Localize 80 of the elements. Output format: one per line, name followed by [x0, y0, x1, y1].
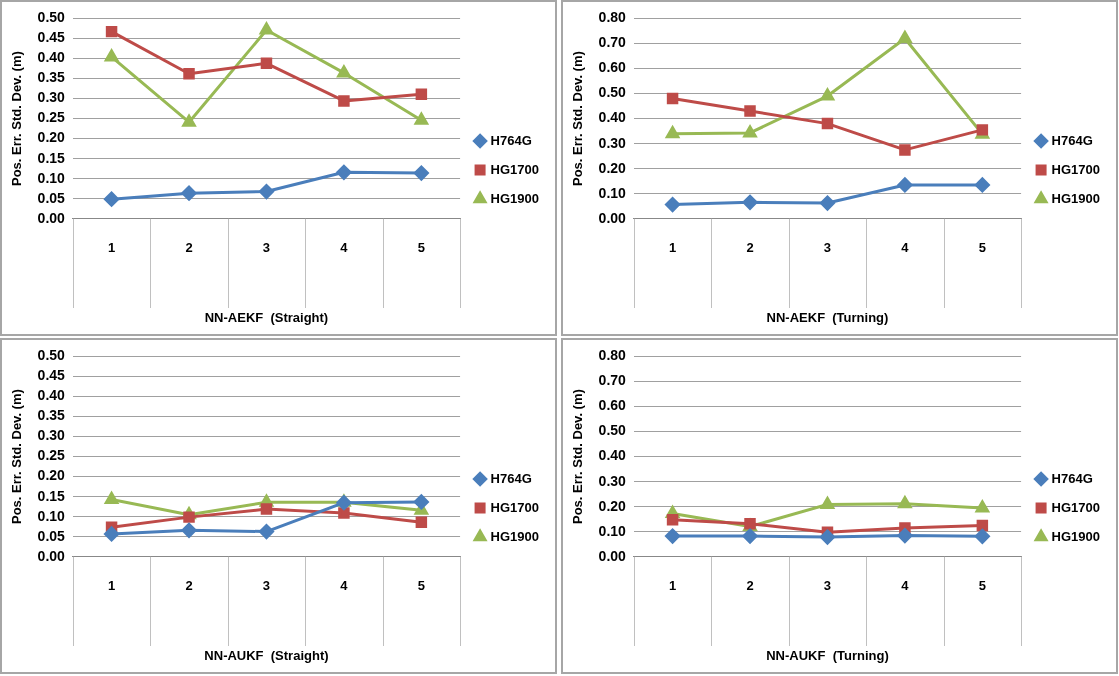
x-axis-title: NN-AEKF (Straight) [204, 309, 329, 325]
y-tick-label: 0.60 [598, 397, 627, 414]
y-tick-label: 0.15 [37, 149, 66, 166]
y-axis-title: Pos. Err. Std. Dev. (m) [9, 51, 25, 187]
x-tick-label: 5 [417, 578, 425, 594]
y-tick-label: 0.05 [37, 527, 66, 544]
legend-label: HG1900 [1051, 528, 1100, 544]
x-tick-label: 4 [340, 240, 349, 256]
x-tick-label: 2 [185, 578, 193, 594]
x-tick-label: 3 [262, 578, 271, 594]
x-tick-label: 2 [746, 578, 754, 594]
y-tick-label: 0.50 [598, 84, 627, 101]
y-tick-label: 0.70 [598, 34, 627, 51]
x-tick-label: 1 [107, 240, 116, 256]
y-tick-label: 0.40 [598, 447, 627, 464]
y-tick-label: 0.45 [37, 29, 66, 46]
x-axis-title: NN-AUKF (Turning) [766, 647, 889, 663]
x-tick-label: 1 [107, 578, 116, 594]
y-tick-label: 0.15 [37, 487, 66, 504]
legend-label: H764G [1051, 132, 1093, 148]
y-tick-label: 0.00 [598, 547, 627, 564]
legend-label: HG1900 [1051, 190, 1100, 206]
y-tick-label: 0.20 [37, 467, 66, 484]
x-tick-label: 3 [262, 240, 271, 256]
y-tick-label: 0.80 [598, 9, 627, 26]
y-tick-label: 0.25 [37, 109, 66, 126]
y-tick-label: 0.20 [37, 129, 66, 146]
y-tick-label: 0.05 [37, 189, 66, 206]
y-tick-label: 0.00 [37, 209, 66, 226]
y-tick-label: 0.35 [37, 407, 66, 424]
x-tick-label: 2 [185, 240, 193, 256]
legend-label: H764G [490, 470, 532, 486]
legend-label: HG1700 [490, 161, 539, 177]
y-tick-label: 0.40 [598, 109, 627, 126]
legend-label: HG1700 [490, 499, 539, 515]
y-tick-label: 0.45 [37, 367, 66, 384]
y-tick-label: 0.40 [37, 387, 66, 404]
x-tick-label: 5 [978, 240, 986, 256]
y-axis-title: Pos. Err. Std. Dev. (m) [570, 51, 586, 187]
y-tick-label: 0.25 [37, 447, 66, 464]
legend-label: HG1700 [1051, 161, 1100, 177]
y-tick-label: 0.35 [37, 69, 66, 86]
legend-label: HG1700 [1051, 499, 1100, 515]
y-tick-label: 0.50 [598, 422, 627, 439]
y-tick-label: 0.30 [598, 472, 627, 489]
y-tick-label: 0.00 [598, 209, 627, 226]
x-tick-label: 4 [901, 240, 910, 256]
y-tick-label: 0.10 [598, 184, 627, 201]
y-tick-label: 0.80 [598, 347, 627, 364]
y-axis-title: Pos. Err. Std. Dev. (m) [570, 389, 586, 525]
legend-label: HG1900 [490, 528, 539, 544]
x-tick-label: 2 [746, 240, 754, 256]
x-tick-label: 1 [668, 578, 677, 594]
y-tick-label: 0.30 [37, 89, 66, 106]
y-axis-title: Pos. Err. Std. Dev. (m) [9, 389, 25, 525]
x-tick-label: 5 [417, 240, 425, 256]
y-tick-label: 0.20 [598, 497, 627, 514]
y-tick-label: 0.30 [37, 427, 66, 444]
y-tick-label: 0.10 [598, 522, 627, 539]
x-tick-label: 3 [823, 240, 832, 256]
y-tick-label: 0.40 [37, 49, 66, 66]
y-tick-label: 0.60 [598, 59, 627, 76]
x-axis-title: NN-AUKF (Straight) [204, 647, 329, 663]
x-tick-label: 1 [668, 240, 677, 256]
y-tick-label: 0.30 [598, 134, 627, 151]
x-axis-title: NN-AEKF (Turning) [766, 309, 889, 325]
y-tick-label: 0.10 [37, 507, 66, 524]
y-tick-label: 0.10 [37, 169, 66, 186]
legend-label: HG1900 [490, 190, 539, 206]
x-tick-label: 4 [901, 578, 910, 594]
y-tick-label: 0.50 [37, 347, 66, 364]
legend-label: H764G [1051, 470, 1093, 486]
legend-label: H764G [490, 132, 532, 148]
y-tick-label: 0.20 [598, 159, 627, 176]
x-tick-label: 3 [823, 578, 832, 594]
y-tick-label: 0.00 [37, 547, 66, 564]
x-tick-label: 4 [340, 578, 349, 594]
x-tick-label: 5 [978, 578, 986, 594]
y-tick-label: 0.70 [598, 372, 627, 389]
y-tick-label: 0.50 [37, 9, 66, 26]
